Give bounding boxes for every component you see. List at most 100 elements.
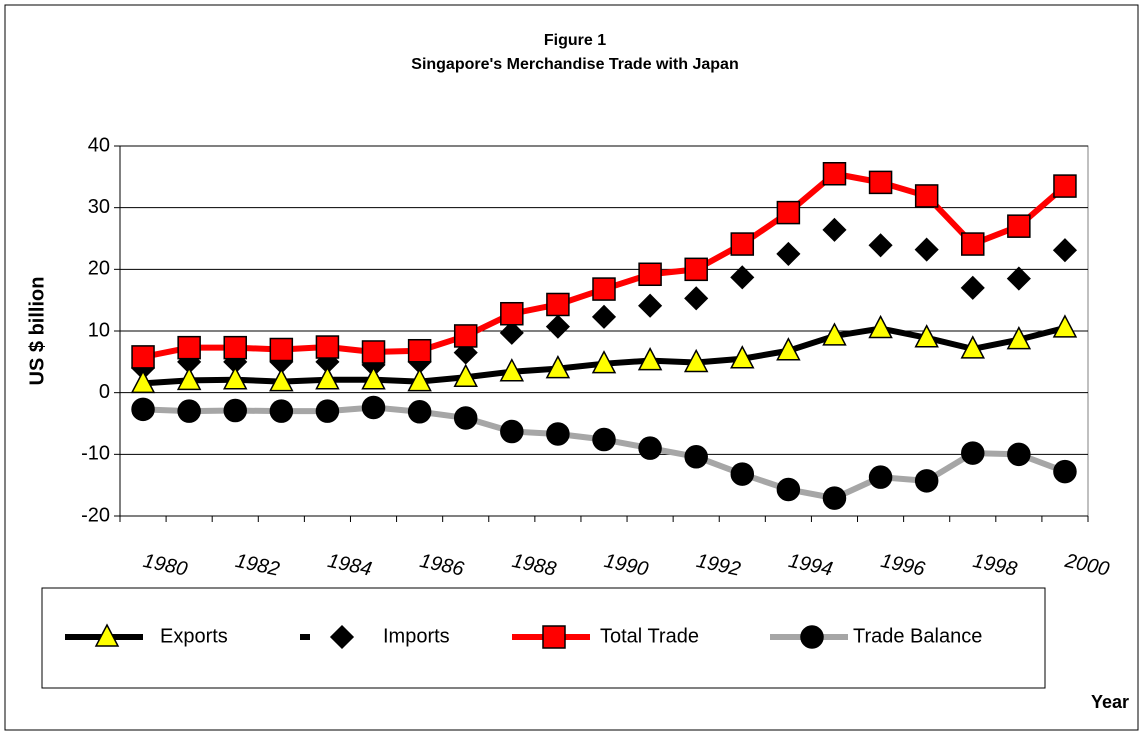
marker — [822, 486, 847, 510]
marker — [684, 286, 709, 311]
marker — [361, 340, 386, 364]
marker — [1006, 326, 1032, 350]
marker — [545, 355, 571, 379]
marker — [730, 345, 755, 369]
marker — [776, 337, 801, 361]
chart-subtitle: Singapore's Merchandise Trade with Japan — [411, 56, 738, 73]
y-tick-label: 30 — [88, 196, 110, 218]
marker — [1007, 214, 1031, 238]
marker — [407, 338, 432, 363]
marker — [361, 395, 386, 420]
marker — [269, 337, 294, 362]
marker — [776, 200, 801, 225]
marker — [637, 346, 663, 371]
marker — [269, 367, 294, 392]
marker — [822, 162, 847, 186]
marker — [500, 301, 524, 326]
marker — [499, 320, 524, 345]
marker — [546, 422, 570, 446]
marker — [1007, 442, 1031, 467]
marker — [591, 350, 617, 374]
y-tick-label: -20 — [81, 504, 110, 526]
marker — [868, 233, 893, 258]
marker — [130, 369, 156, 394]
legend-entry: Total Trade — [512, 625, 699, 649]
y-tick-label: -10 — [81, 443, 110, 465]
marker — [361, 366, 386, 390]
marker — [453, 363, 478, 387]
marker — [1052, 238, 1078, 263]
marker — [407, 400, 432, 424]
legend-text: Imports — [383, 625, 450, 647]
marker — [591, 304, 617, 329]
y-axis-label: US $ billion — [26, 277, 48, 386]
marker — [1006, 266, 1031, 291]
marker — [592, 277, 616, 301]
legend-text: Total Trade — [600, 625, 699, 647]
marker — [684, 445, 708, 469]
series — [131, 395, 1077, 510]
legend-text: Exports — [160, 625, 228, 647]
marker — [776, 241, 801, 266]
marker — [176, 366, 202, 391]
marker — [453, 324, 478, 348]
marker — [1053, 459, 1077, 484]
marker — [131, 345, 155, 369]
marker — [914, 324, 939, 348]
marker — [960, 275, 985, 300]
marker — [329, 624, 355, 650]
marker — [592, 427, 616, 452]
marker — [542, 625, 566, 649]
marker — [822, 322, 847, 346]
y-tick-label: 0 — [99, 381, 110, 403]
marker — [961, 232, 985, 256]
marker — [961, 441, 985, 465]
chart-title: Figure 1 — [544, 32, 606, 49]
marker — [499, 358, 525, 382]
legend-entry: Imports — [300, 624, 450, 650]
marker — [683, 348, 709, 373]
marker — [500, 419, 524, 444]
marker — [914, 237, 939, 262]
marker — [177, 335, 201, 360]
x-axis-label: Year — [1091, 692, 1129, 712]
marker — [960, 335, 986, 359]
marker — [315, 399, 340, 423]
marker — [1053, 174, 1077, 198]
marker — [868, 314, 893, 339]
marker — [868, 465, 893, 489]
legend-entry: Trade Balance — [770, 625, 982, 649]
marker — [223, 335, 247, 360]
marker — [94, 623, 120, 647]
marker — [638, 262, 662, 287]
marker — [914, 184, 939, 208]
marker — [315, 335, 340, 359]
marker — [776, 477, 801, 502]
marker — [131, 397, 155, 422]
marker — [822, 217, 847, 242]
marker — [269, 399, 294, 423]
marker — [546, 292, 570, 317]
marker — [453, 406, 478, 430]
marker — [638, 293, 663, 318]
marker — [638, 436, 662, 460]
marker — [222, 366, 248, 390]
y-tick-label: 20 — [88, 258, 110, 280]
marker — [223, 398, 247, 423]
marker — [914, 469, 939, 493]
series — [131, 162, 1077, 369]
marker — [868, 170, 893, 195]
marker — [1052, 314, 1078, 338]
marker — [545, 314, 570, 339]
marker — [407, 367, 432, 392]
series — [130, 314, 1078, 394]
legend-text: Trade Balance — [853, 625, 982, 647]
marker — [730, 232, 755, 256]
marker — [730, 462, 755, 486]
legend-entry: Exports — [65, 623, 228, 647]
marker — [453, 340, 478, 365]
y-tick-label: 40 — [88, 134, 110, 156]
y-tick-label: 10 — [88, 319, 110, 341]
marker — [684, 257, 708, 282]
